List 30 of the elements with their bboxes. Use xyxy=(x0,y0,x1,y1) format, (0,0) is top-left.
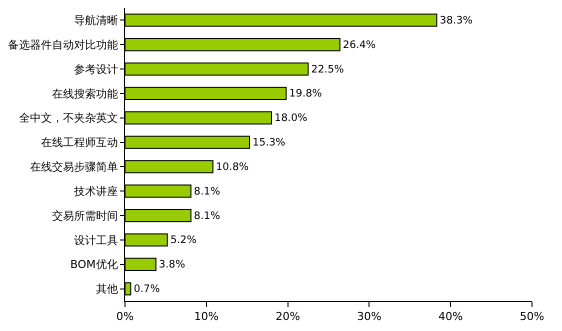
y-tick-label: 技术讲座 xyxy=(72,184,118,198)
y-tick-label: BOM优化 xyxy=(70,258,118,272)
data-label: 38.3% xyxy=(440,14,473,26)
data-label: 8.1% xyxy=(194,210,220,222)
y-tick-label: 全中文，不夹杂英文 xyxy=(18,112,118,125)
y-tick-label: 参考设计 xyxy=(74,62,118,76)
x-tick-label: 30% xyxy=(356,310,382,324)
data-label: 0.7% xyxy=(134,283,160,296)
data-label: 19.8% xyxy=(289,88,322,100)
data-label: 3.8% xyxy=(158,258,186,271)
y-tick-label: 设计工具 xyxy=(74,234,118,247)
data-label: 18.0% xyxy=(274,112,308,124)
data-label: 8.1% xyxy=(194,185,220,198)
y-tick-label: 导航清晰 xyxy=(74,14,118,28)
data-label: 22.5% xyxy=(311,63,344,76)
data-label: 26.4% xyxy=(342,38,376,51)
y-tick-label: 在线工程师互动 xyxy=(40,136,118,150)
x-tick-label: 0% xyxy=(116,310,134,324)
y-tick-label: 备选器件自动对比功能 xyxy=(8,38,118,52)
y-tick-label: 交易所需时间 xyxy=(52,209,118,222)
x-tick-label: 20% xyxy=(276,310,300,324)
x-tick-label: 10% xyxy=(194,310,219,324)
data-label: 15.3% xyxy=(252,136,286,149)
y-tick-label: 在线搜索功能 xyxy=(52,87,118,100)
y-tick-label: 在线交易步骤简单 xyxy=(30,160,118,174)
x-tick-label: 40% xyxy=(438,310,463,324)
data-label: 10.8% xyxy=(216,160,249,173)
x-tick-label: 50% xyxy=(520,310,544,324)
y-tick-label: 其他 xyxy=(96,282,118,296)
data-label: 5.2% xyxy=(170,234,197,246)
